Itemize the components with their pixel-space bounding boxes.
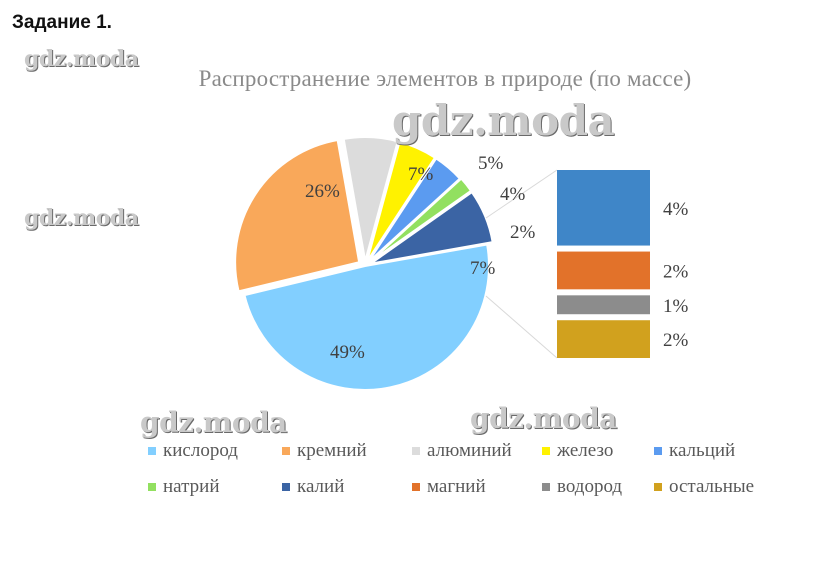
- watermark: gdz.moda: [24, 46, 139, 72]
- bar-segment-магний: [557, 251, 650, 290]
- bar-segment-кальций: [557, 170, 650, 246]
- task-heading: Задание 1.: [12, 12, 112, 33]
- chart-title: Распространение элементов в природе (по …: [198, 66, 692, 91]
- legend-row-1: кислород кремний алюминий железо кальций: [148, 440, 784, 462]
- legend-label: магний: [427, 476, 486, 497]
- legend-item: калий: [282, 476, 412, 498]
- legend-swatch: [542, 447, 550, 455]
- legend-swatch: [148, 447, 156, 455]
- pie-slice-железо: [366, 140, 437, 262]
- bar-segment-водород: [557, 295, 650, 315]
- legend-item: натрий: [148, 476, 282, 498]
- legend-row-2: натрий калий магний водород остальные: [148, 476, 784, 498]
- legend-item: остальные: [654, 476, 784, 498]
- watermark: gdz.moda: [24, 205, 139, 231]
- legend-item: алюминий: [412, 440, 542, 462]
- legend-swatch: [282, 483, 290, 491]
- legend-item: кислород: [148, 440, 282, 462]
- data-label-калий: 7%: [470, 258, 496, 279]
- pie-slice-алюминий: [342, 136, 399, 262]
- legend-label: натрий: [163, 476, 220, 497]
- watermark: gdz.moda: [392, 96, 615, 145]
- legend-swatch: [148, 483, 156, 491]
- pie-slice-натрий: [369, 177, 473, 264]
- watermark: gdz.moda: [470, 402, 617, 435]
- data-label-натрий: 2%: [510, 222, 536, 243]
- watermark: gdz.moda: [140, 406, 287, 439]
- pie-slice-калий: [369, 190, 494, 265]
- legend-item: кремний: [282, 440, 412, 462]
- connector-line: [485, 295, 558, 359]
- bar-label-водород: 1%: [663, 296, 689, 317]
- legend-label: железо: [557, 440, 614, 461]
- connector-line: [485, 169, 558, 219]
- legend-label: водород: [557, 476, 623, 497]
- legend-label: остальные: [669, 476, 755, 497]
- legend-item: кальций: [654, 440, 784, 462]
- data-label-железо: 5%: [478, 153, 504, 174]
- data-label-кислород: 49%: [330, 342, 365, 363]
- legend-swatch: [654, 483, 662, 491]
- legend-swatch: [282, 447, 290, 455]
- bar-label-остальные: 2%: [663, 330, 689, 351]
- legend-label: калий: [297, 476, 345, 497]
- bar-segment-остальные: [557, 320, 650, 358]
- data-label-кремний: 26%: [305, 181, 340, 202]
- legend-swatch: [542, 483, 550, 491]
- legend-item: магний: [412, 476, 542, 498]
- pie-slice-кислород: [243, 243, 490, 391]
- legend-label: кальций: [669, 440, 736, 461]
- bar-label-магний: 2%: [663, 261, 689, 282]
- legend-swatch: [412, 447, 420, 455]
- legend-item: водород: [542, 476, 654, 498]
- legend-swatch: [412, 483, 420, 491]
- bar-label-кальций: 4%: [663, 199, 689, 220]
- legend-item: железо: [542, 440, 654, 462]
- legend-label: кремний: [297, 440, 367, 461]
- data-label-алюминий: 7%: [408, 164, 434, 185]
- legend-label: алюминий: [427, 440, 512, 461]
- pie-slice-кремний: [234, 138, 361, 293]
- data-label-кальций: 4%: [500, 184, 526, 205]
- legend-swatch: [654, 447, 662, 455]
- pie-slice-кальций: [367, 157, 462, 263]
- legend-label: кислород: [163, 440, 238, 461]
